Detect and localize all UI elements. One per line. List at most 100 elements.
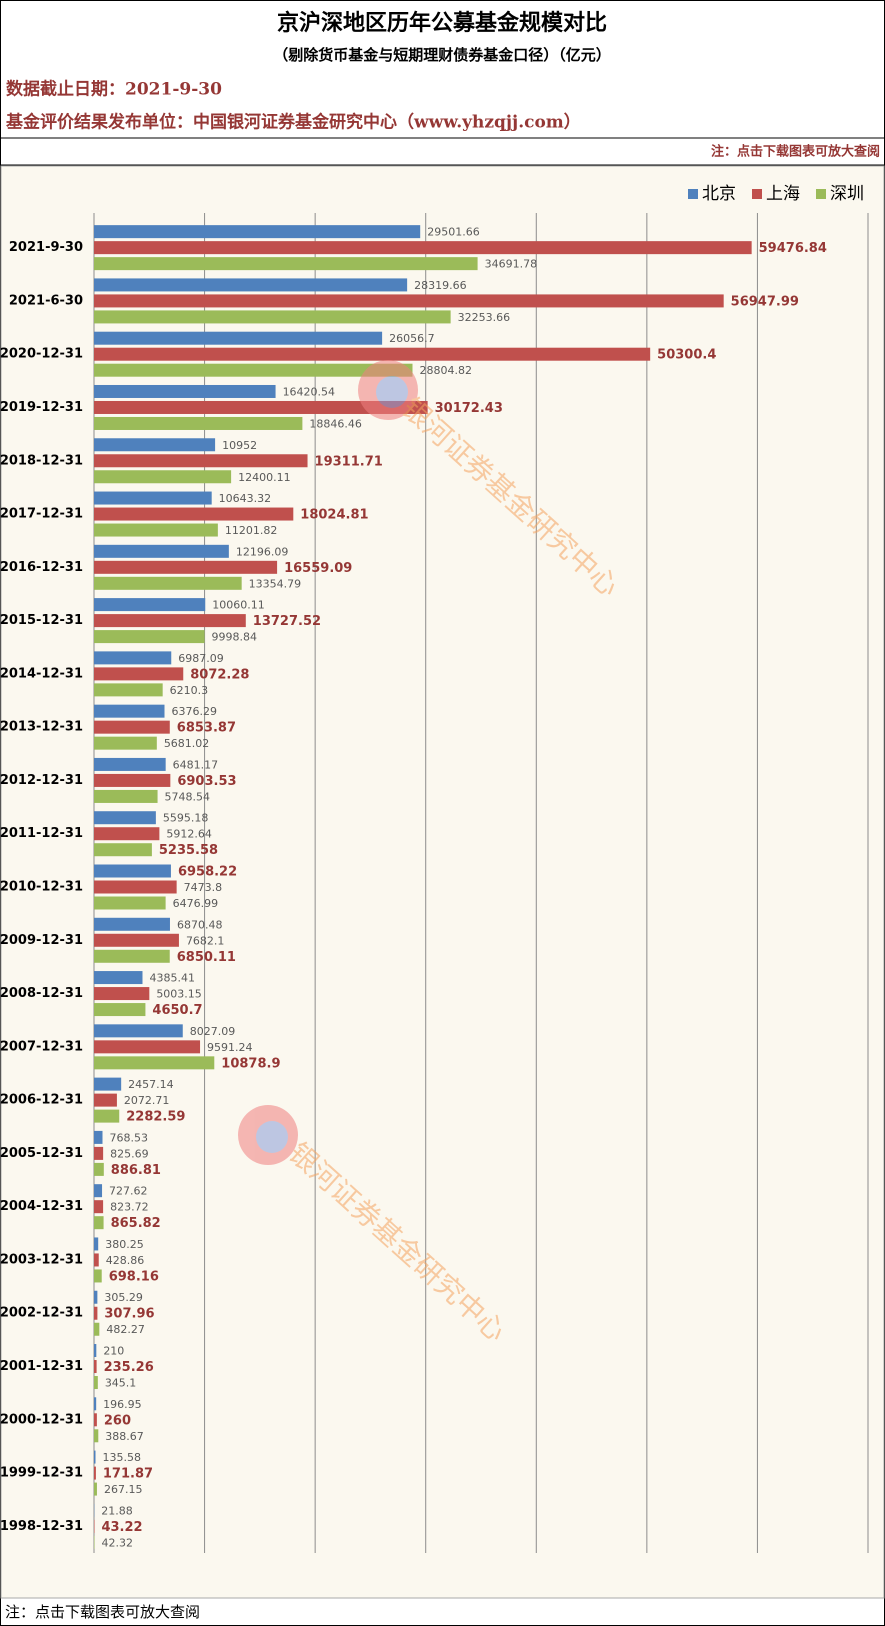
value-label: 26056.7	[389, 332, 435, 345]
bar	[94, 384, 276, 398]
bar	[94, 523, 218, 537]
value-label: 5912.64	[166, 828, 212, 841]
plot: 北京 上海 深圳 2021-9-30 29501.66 59476.84 34691.78 2…	[0, 184, 869, 1553]
value-label: 5748.54	[165, 790, 211, 803]
y-tick-label: 2015-12-31	[0, 613, 83, 628]
watermark-logo	[376, 376, 408, 408]
value-label: 6481.17	[173, 758, 219, 771]
bar	[94, 491, 212, 505]
value-label: 388.67	[105, 1430, 144, 1443]
bar	[94, 1397, 97, 1411]
y-tick-label: 2008-12-31	[0, 986, 83, 1001]
value-label: 2282.59	[126, 1110, 185, 1125]
value-label: 6376.29	[172, 705, 218, 718]
bar	[94, 241, 752, 255]
value-label: 345.1	[105, 1377, 137, 1390]
value-label: 4385.41	[149, 972, 195, 985]
y-tick-label: 2011-12-31	[0, 826, 83, 841]
value-label: 13727.52	[253, 614, 321, 629]
y-tick-label: 2019-12-31	[0, 400, 83, 415]
value-label: 13354.79	[249, 577, 302, 590]
bar	[94, 1466, 96, 1480]
value-label: 267.15	[104, 1483, 143, 1496]
y-tick-label: 2017-12-31	[0, 507, 83, 522]
value-label: 6476.99	[173, 897, 219, 910]
value-label: 28804.82	[419, 364, 472, 377]
value-label: 727.62	[109, 1185, 148, 1198]
bar	[94, 1109, 120, 1123]
value-label: 4650.7	[152, 1003, 202, 1018]
y-tick-label: 2020-12-31	[0, 347, 83, 362]
title: 京沪深地区历年公募基金规模对比	[277, 10, 607, 36]
date: 数据截止日期：2021-9-30	[6, 79, 222, 100]
legend-label: 北京	[702, 184, 736, 204]
bar	[94, 667, 184, 681]
value-label: 428.86	[106, 1254, 145, 1267]
bar	[94, 933, 179, 947]
y-tick-label: 2004-12-31	[0, 1199, 83, 1214]
bar	[94, 1200, 104, 1214]
bar	[94, 347, 651, 361]
bar	[94, 507, 294, 521]
value-label: 307.96	[104, 1307, 154, 1322]
note-row	[0, 137, 885, 166]
value-label: 34691.78	[485, 258, 538, 271]
bar	[94, 757, 166, 771]
y-tick-label: 2007-12-31	[0, 1039, 83, 1054]
bar	[94, 1216, 104, 1230]
bar	[94, 1376, 98, 1390]
value-label: 5003.15	[156, 988, 202, 1001]
bar	[94, 1146, 104, 1160]
value-label: 19311.71	[315, 454, 383, 469]
bar	[94, 1184, 103, 1198]
y-tick-label: 2010-12-31	[0, 880, 83, 895]
value-label: 6853.87	[177, 721, 236, 736]
value-label: 235.26	[104, 1360, 154, 1375]
value-label: 50300.4	[657, 348, 716, 363]
value-label: 2072.71	[124, 1094, 169, 1107]
value-label: 6850.11	[177, 950, 236, 965]
value-label: 210	[103, 1345, 124, 1358]
bar	[94, 400, 428, 414]
bar	[94, 827, 160, 841]
value-label: 6210.3	[170, 684, 209, 697]
bar	[94, 560, 278, 574]
footer: 注：点击下载图表可放大查阅	[5, 1603, 200, 1621]
bar	[94, 544, 229, 558]
bar	[94, 363, 413, 377]
value-label: 135.58	[102, 1451, 141, 1464]
value-label: 823.72	[110, 1201, 149, 1214]
y-tick-label: 2016-12-31	[0, 560, 83, 575]
bar	[94, 1306, 98, 1320]
bar	[94, 1413, 97, 1427]
bar	[94, 294, 724, 308]
y-tick-label: 2005-12-31	[0, 1146, 83, 1161]
value-label: 6903.53	[177, 774, 236, 789]
bar	[94, 1482, 97, 1496]
bar	[94, 789, 158, 803]
bar	[94, 843, 152, 857]
value-label: 9998.84	[212, 631, 257, 644]
legend-label: 深圳	[830, 184, 864, 204]
value-label: 42.32	[101, 1536, 133, 1549]
bar	[94, 1450, 96, 1464]
bar	[94, 949, 170, 963]
bar	[94, 1130, 103, 1144]
y-tick-label: 2012-12-31	[0, 773, 83, 788]
value-label: 196.95	[103, 1398, 142, 1411]
value-label: 12400.11	[238, 471, 291, 484]
bar	[94, 1269, 102, 1283]
bar	[94, 416, 303, 430]
value-label: 380.25	[105, 1238, 143, 1251]
value-label: 28319.66	[414, 279, 467, 292]
subtitle: （剔除货币基金与短期理财债券基金口径）（亿元）	[273, 46, 611, 64]
value-label: 11201.82	[225, 524, 277, 537]
y-tick-label: 1998-12-31	[0, 1519, 83, 1534]
bar	[94, 1056, 215, 1070]
bar	[94, 1093, 117, 1107]
y-tick-label: 2001-12-31	[0, 1359, 83, 1374]
bar	[94, 614, 246, 628]
bar	[94, 720, 170, 734]
value-label: 5681.02	[164, 737, 210, 750]
bar	[94, 1162, 104, 1176]
